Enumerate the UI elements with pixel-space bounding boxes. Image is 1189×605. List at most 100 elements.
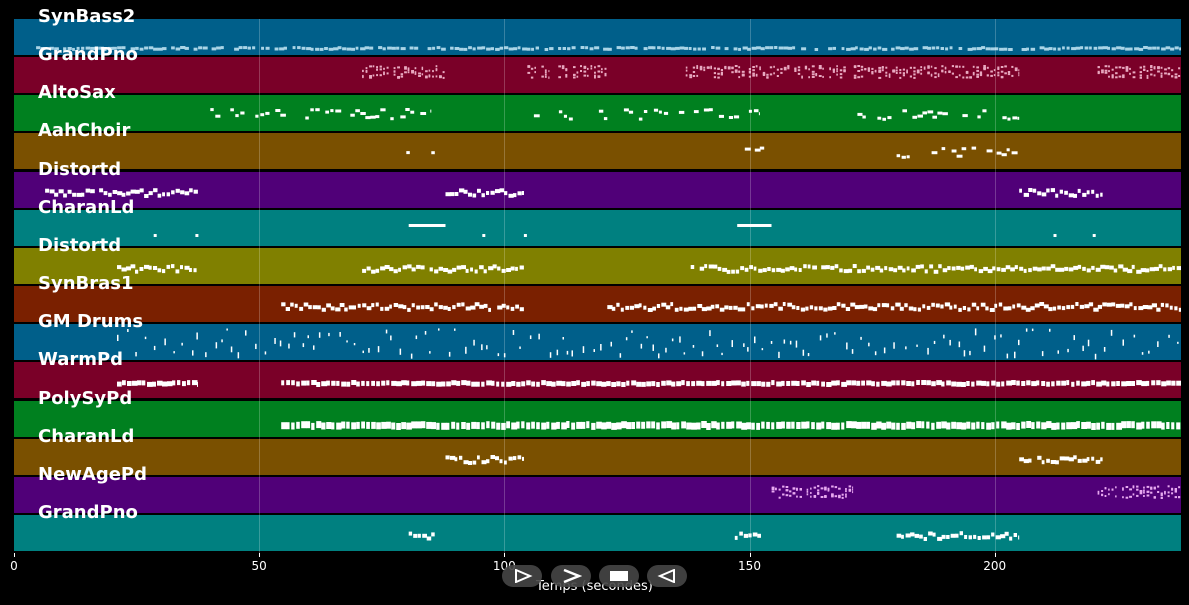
note	[1116, 46, 1122, 50]
note	[1082, 345, 1084, 352]
note	[769, 46, 774, 50]
note	[972, 72, 975, 75]
note	[516, 382, 521, 388]
note	[126, 266, 131, 271]
note	[769, 66, 773, 69]
note	[523, 233, 527, 237]
note	[1129, 488, 1132, 491]
note	[678, 111, 685, 115]
note	[843, 66, 846, 69]
note	[472, 193, 477, 198]
note	[713, 264, 718, 269]
note	[573, 66, 576, 69]
note	[1160, 494, 1163, 497]
note	[997, 74, 1000, 77]
note	[310, 108, 314, 112]
note	[794, 267, 798, 272]
note	[841, 303, 846, 308]
note	[234, 47, 239, 51]
previous-button[interactable]	[647, 565, 687, 587]
note	[513, 47, 518, 51]
note	[551, 382, 556, 388]
note	[279, 47, 285, 51]
note	[175, 269, 180, 274]
note	[1082, 458, 1088, 463]
note	[1153, 486, 1156, 489]
track-lane	[14, 514, 1181, 551]
note	[1000, 534, 1006, 539]
note	[1160, 302, 1164, 307]
note	[1174, 76, 1178, 79]
note	[1104, 486, 1107, 489]
note	[501, 268, 506, 273]
note	[791, 305, 796, 310]
note	[811, 76, 815, 79]
note	[237, 352, 240, 359]
note	[293, 332, 296, 338]
note	[1091, 189, 1095, 194]
note	[308, 305, 312, 310]
note	[353, 305, 356, 310]
note	[1136, 488, 1139, 491]
note	[108, 46, 114, 50]
note	[205, 352, 207, 358]
note	[797, 66, 801, 69]
note	[303, 302, 309, 307]
note	[923, 536, 927, 541]
note	[172, 380, 176, 386]
note	[699, 65, 703, 68]
note	[710, 65, 712, 68]
note	[315, 108, 320, 112]
note	[785, 493, 789, 496]
note	[801, 421, 808, 429]
note	[703, 69, 706, 72]
note	[1111, 302, 1116, 307]
note	[429, 351, 431, 354]
note	[1153, 495, 1156, 498]
note	[738, 47, 741, 51]
note	[822, 67, 824, 70]
note	[902, 68, 905, 71]
note	[773, 72, 775, 75]
note	[986, 535, 991, 540]
note	[926, 421, 930, 429]
note	[1057, 305, 1061, 310]
note	[1061, 381, 1066, 387]
note	[375, 268, 380, 273]
note	[757, 533, 761, 538]
next-button[interactable]	[551, 565, 591, 587]
note	[1104, 71, 1108, 74]
note	[886, 421, 892, 429]
note	[1115, 495, 1117, 498]
stop-button[interactable]	[599, 565, 639, 587]
note	[565, 69, 568, 72]
note	[312, 305, 318, 310]
note	[181, 342, 183, 346]
note	[906, 69, 908, 72]
track-label: SynBass2	[38, 6, 136, 27]
note	[103, 47, 107, 51]
note	[404, 67, 407, 70]
note	[827, 487, 830, 490]
note	[384, 306, 390, 311]
note	[752, 69, 755, 72]
note	[841, 47, 845, 51]
note	[727, 66, 731, 69]
note	[641, 421, 646, 429]
note	[1115, 486, 1117, 489]
note	[776, 68, 779, 71]
note	[157, 381, 163, 387]
note	[1077, 188, 1081, 193]
note	[527, 65, 531, 68]
play-button[interactable]	[502, 565, 542, 587]
note	[789, 265, 795, 270]
note	[681, 380, 685, 386]
note	[927, 66, 930, 69]
note	[549, 47, 554, 51]
note	[971, 302, 977, 307]
note	[848, 268, 853, 273]
note	[135, 269, 139, 274]
note	[968, 535, 972, 540]
note	[147, 382, 153, 388]
note	[58, 188, 64, 193]
